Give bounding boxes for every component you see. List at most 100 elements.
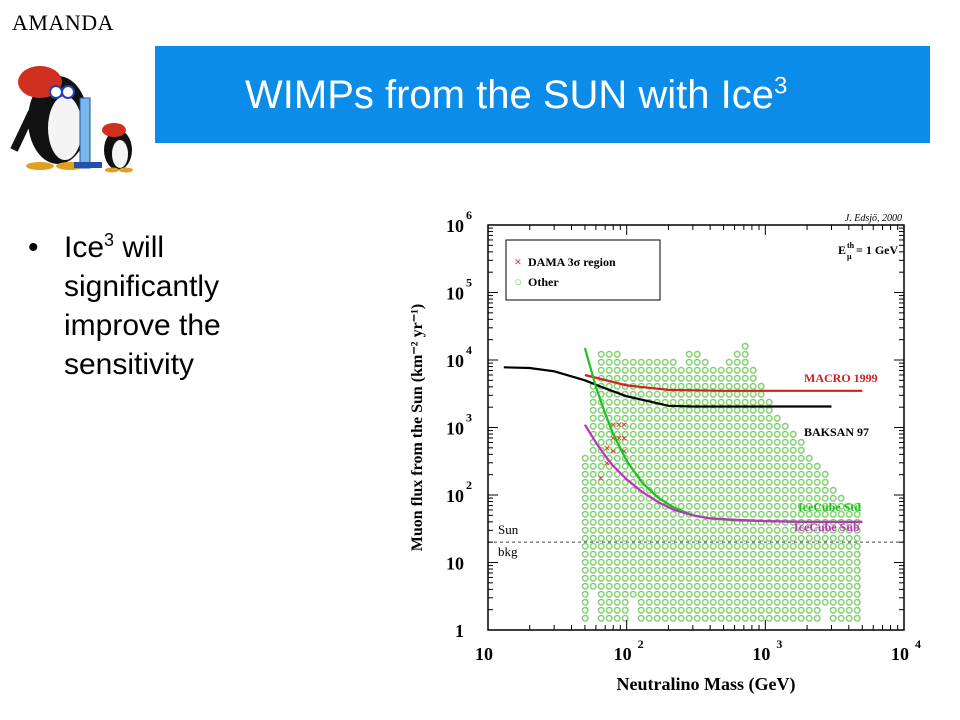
other-model-point: [637, 502, 645, 510]
other-model-point: [637, 542, 645, 550]
other-model-point: [741, 494, 749, 502]
y-tick-base: 10: [446, 486, 464, 506]
other-model-point: [765, 414, 773, 422]
bullet-prefix: Ice: [64, 231, 105, 264]
other-model-point: [805, 462, 813, 470]
other-model-point: [693, 574, 701, 582]
other-model-point: [597, 550, 605, 558]
other-model-point: [637, 430, 645, 438]
other-model-point: [621, 414, 629, 422]
other-model-point: [733, 350, 741, 358]
other-model-point: [749, 414, 757, 422]
other-model-point: [685, 350, 693, 358]
other-model-point: [653, 422, 661, 430]
other-model-point: [805, 598, 813, 606]
other-model-point: [781, 502, 789, 510]
other-model-point: [725, 366, 733, 374]
other-model-point: [813, 590, 821, 598]
other-model-point: [709, 462, 717, 470]
other-model-point: [685, 566, 693, 574]
other-model-point: [605, 398, 613, 406]
other-model-point: [837, 534, 845, 542]
other-model-point: [581, 510, 589, 518]
other-model-point: [805, 550, 813, 558]
other-model-point: [621, 526, 629, 534]
other-model-point: [757, 582, 765, 590]
other-model-point: [661, 454, 669, 462]
other-model-point: [813, 606, 821, 614]
other-model-point: [693, 374, 701, 382]
other-model-point: [645, 614, 653, 622]
other-model-point: [757, 438, 765, 446]
dama-point: ×: [616, 431, 623, 445]
other-model-point: [645, 598, 653, 606]
other-model-point: [797, 454, 805, 462]
other-model-point: [781, 470, 789, 478]
other-model-point: [637, 358, 645, 366]
other-model-point: [709, 574, 717, 582]
other-model-point: [837, 542, 845, 550]
other-model-point: [757, 574, 765, 582]
other-model-point: [589, 462, 597, 470]
other-model-point: [709, 422, 717, 430]
other-model-point: [693, 518, 701, 526]
other-model-point: [853, 502, 861, 510]
sun-bkg-label: Sun: [498, 522, 519, 537]
other-model-point: [661, 438, 669, 446]
other-model-point: [733, 582, 741, 590]
other-model-point: [613, 606, 621, 614]
other-model-point: [621, 518, 629, 526]
other-model-point: [765, 486, 773, 494]
other-model-point: [613, 366, 621, 374]
other-model-point: [621, 590, 629, 598]
other-model-point: [605, 478, 613, 486]
other-model-point: [773, 582, 781, 590]
other-model-point: [765, 614, 773, 622]
other-model-point: [709, 486, 717, 494]
other-model-point: [765, 590, 773, 598]
title-superscript: 3: [773, 72, 788, 100]
other-model-point: [629, 526, 637, 534]
other-model-point: [605, 550, 613, 558]
other-model-point: [589, 550, 597, 558]
other-model-point: [629, 454, 637, 462]
other-model-point: [853, 598, 861, 606]
other-model-point: [853, 542, 861, 550]
other-model-point: [717, 430, 725, 438]
other-model-point: [661, 526, 669, 534]
other-model-point: [645, 438, 653, 446]
other-model-point: [597, 438, 605, 446]
other-model-point: [669, 518, 677, 526]
other-model-point: [637, 422, 645, 430]
other-model-point: [637, 614, 645, 622]
other-model-point: [597, 478, 605, 486]
other-model-point: [661, 462, 669, 470]
slide-title: WIMPs from the SUN with Ice3: [245, 73, 787, 118]
other-model-point: [653, 542, 661, 550]
other-model-point: [629, 494, 637, 502]
other-model-point: [637, 438, 645, 446]
other-model-point: [645, 430, 653, 438]
other-model-point: [605, 366, 613, 374]
other-model-point: [813, 542, 821, 550]
other-model-point: [589, 390, 597, 398]
other-model-point: [733, 558, 741, 566]
other-model-point: [853, 606, 861, 614]
other-model-point: [781, 566, 789, 574]
other-model-point: [685, 494, 693, 502]
other-model-point: [725, 606, 733, 614]
other-model-point: [669, 470, 677, 478]
other-model-point: [653, 590, 661, 598]
other-model-point: [765, 598, 773, 606]
other-model-point: [685, 382, 693, 390]
other-model-point: [597, 494, 605, 502]
other-model-point: [645, 462, 653, 470]
other-model-point: [677, 598, 685, 606]
other-model-point: [589, 566, 597, 574]
other-model-point: [677, 430, 685, 438]
other-model-point: [757, 502, 765, 510]
other-model-point: [613, 566, 621, 574]
other-model-point: [685, 598, 693, 606]
other-model-point: [733, 502, 741, 510]
other-model-point: [733, 438, 741, 446]
